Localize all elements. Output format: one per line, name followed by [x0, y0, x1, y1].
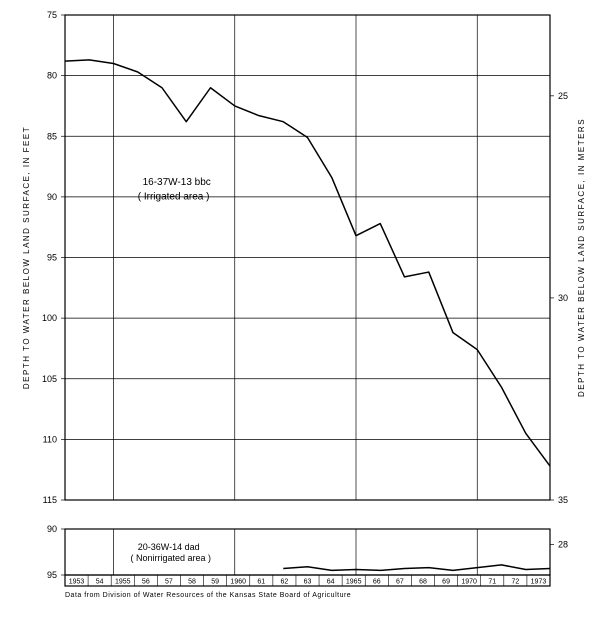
- lower-left-tick-label: 95: [47, 570, 57, 580]
- lower-left-tick-label: 90: [47, 524, 57, 534]
- year-label: 1965: [346, 579, 362, 586]
- left-tick-label: 110: [43, 434, 57, 444]
- year-label: 1960: [230, 579, 246, 586]
- year-label: 66: [373, 579, 381, 586]
- right-axis-title: DEPTH TO WATER BELOW LAND SURFACE, IN ME…: [577, 118, 586, 397]
- year-label: 67: [396, 579, 404, 586]
- year-label: 72: [511, 579, 519, 586]
- year-label: 58: [188, 579, 196, 586]
- year-label: 1953: [69, 579, 85, 586]
- year-label: 57: [165, 579, 173, 586]
- year-label: 54: [96, 579, 104, 586]
- year-label: 69: [442, 579, 450, 586]
- upper-series-id: 16-37W-13 bbc: [143, 177, 211, 188]
- left-tick-label: 105: [42, 374, 57, 384]
- upper-series-desc: ( Irrigated area ): [138, 191, 210, 202]
- year-label: 62: [281, 579, 289, 586]
- left-tick-label: 90: [47, 192, 57, 202]
- source-caption: Data from Division of Water Resources of…: [65, 592, 351, 599]
- year-label: 1970: [461, 579, 477, 586]
- right-tick-label: 35: [558, 495, 568, 505]
- nonirrigated-series-line: [283, 565, 550, 571]
- year-label: 1955: [115, 579, 131, 586]
- year-label: 68: [419, 579, 427, 586]
- left-tick-label: 100: [42, 313, 57, 323]
- year-label: 61: [257, 579, 265, 586]
- left-tick-label: 75: [47, 10, 57, 20]
- year-label: 56: [142, 579, 150, 586]
- lower-series-desc: ( Nonirrigated area ): [130, 553, 211, 563]
- year-label: 71: [488, 579, 496, 586]
- left-tick-label: 95: [47, 253, 57, 263]
- year-label: 59: [211, 579, 219, 586]
- left-tick-label: 85: [47, 131, 57, 141]
- year-label: 63: [304, 579, 312, 586]
- left-axis-title: DEPTH TO WATER BELOW LAND SURFACE, IN FE…: [22, 126, 31, 389]
- lower-right-tick-label: 28: [558, 539, 568, 549]
- year-label: 1973: [531, 579, 547, 586]
- left-tick-label: 115: [43, 495, 57, 505]
- left-tick-label: 80: [47, 71, 57, 81]
- chart-root: 75 80 85 90 95 100 105 110 115 25 30 35 16-37W-13 bb…: [0, 0, 600, 630]
- right-tick-label: 25: [558, 91, 568, 101]
- lower-series-id: 20-36W-14 dad: [138, 542, 200, 552]
- right-tick-label: 30: [558, 293, 568, 303]
- year-label: 64: [327, 579, 335, 586]
